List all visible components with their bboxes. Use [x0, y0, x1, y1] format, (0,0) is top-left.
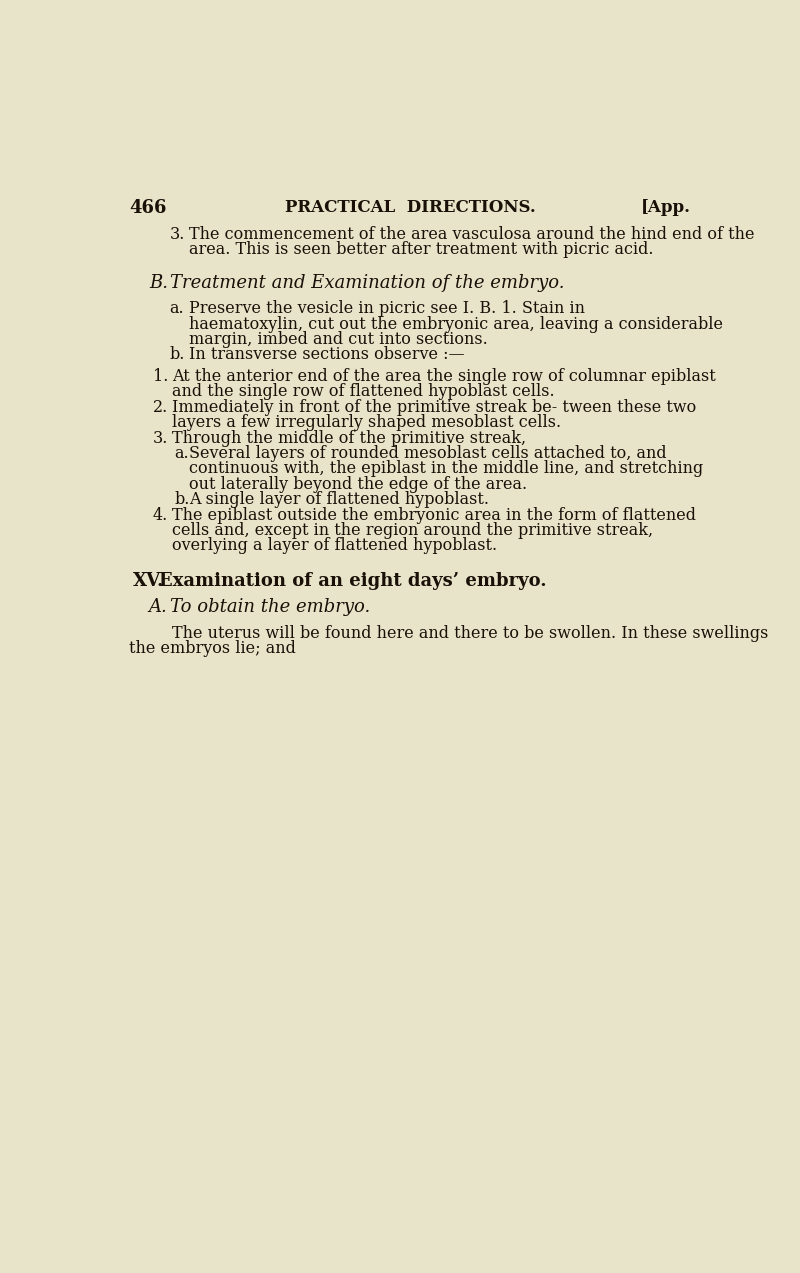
Text: Treatment and Examination of the embryo.: Treatment and Examination of the embryo.: [170, 274, 564, 292]
Text: a.: a.: [170, 300, 184, 317]
Text: At the anterior end of the area the single row of columnar epiblast: At the anterior end of the area the sing…: [172, 368, 716, 384]
Text: out laterally beyond the edge of the area.: out laterally beyond the edge of the are…: [189, 476, 527, 493]
Text: 4.: 4.: [153, 507, 168, 523]
Text: Examination of an eight days’ embryo.: Examination of an eight days’ embryo.: [159, 572, 546, 589]
Text: XV.: XV.: [134, 572, 165, 589]
Text: 3.: 3.: [170, 225, 185, 243]
Text: Immediately in front of the primitive streak be- tween these two: Immediately in front of the primitive st…: [172, 398, 696, 416]
Text: In transverse sections observe :—: In transverse sections observe :—: [189, 346, 465, 363]
Text: [App.: [App.: [641, 199, 690, 216]
Text: layers a few irregularly shaped mesoblast cells.: layers a few irregularly shaped mesoblas…: [172, 414, 562, 432]
Text: Preserve the vesicle in picric see I. B. 1. Stain in: Preserve the vesicle in picric see I. B.…: [189, 300, 585, 317]
Text: continuous with, the epiblast in the middle line, and stretching: continuous with, the epiblast in the mid…: [189, 461, 703, 477]
Text: The commencement of the area vasculosa around the hind end of the: The commencement of the area vasculosa a…: [189, 225, 754, 243]
Text: overlying a layer of flattened hypoblast.: overlying a layer of flattened hypoblast…: [172, 537, 498, 554]
Text: cells and, except in the region around the primitive streak,: cells and, except in the region around t…: [172, 522, 654, 538]
Text: area. This is seen better after treatment with picric acid.: area. This is seen better after treatmen…: [189, 242, 654, 258]
Text: The epiblast outside the embryonic area in the form of flattened: The epiblast outside the embryonic area …: [172, 507, 696, 523]
Text: haematoxylin, cut out the embryonic area, leaving a considerable: haematoxylin, cut out the embryonic area…: [189, 316, 723, 332]
Text: the embryos lie; and: the embryos lie; and: [130, 640, 296, 657]
Text: margin, imbed and cut into sections.: margin, imbed and cut into sections.: [189, 331, 488, 348]
Text: b.: b.: [174, 491, 190, 508]
Text: 3.: 3.: [153, 429, 168, 447]
Text: A.: A.: [149, 598, 167, 616]
Text: Several layers of rounded mesoblast cells attached to, and: Several layers of rounded mesoblast cell…: [189, 446, 666, 462]
Text: b.: b.: [170, 346, 185, 363]
Text: a.: a.: [174, 446, 189, 462]
Text: A single layer of flattened hypoblast.: A single layer of flattened hypoblast.: [189, 491, 489, 508]
Text: To obtain the embryo.: To obtain the embryo.: [170, 598, 370, 616]
Text: 466: 466: [130, 199, 167, 216]
Text: PRACTICAL  DIRECTIONS.: PRACTICAL DIRECTIONS.: [285, 199, 535, 216]
Text: Through the middle of the primitive streak,: Through the middle of the primitive stre…: [172, 429, 526, 447]
Text: The uterus will be found here and there to be swollen. In these swellings: The uterus will be found here and there …: [172, 625, 769, 642]
Text: 1.: 1.: [153, 368, 168, 384]
Text: B.: B.: [149, 274, 168, 292]
Text: and the single row of flattened hypoblast cells.: and the single row of flattened hypoblas…: [172, 383, 554, 401]
Text: 2.: 2.: [153, 398, 168, 416]
